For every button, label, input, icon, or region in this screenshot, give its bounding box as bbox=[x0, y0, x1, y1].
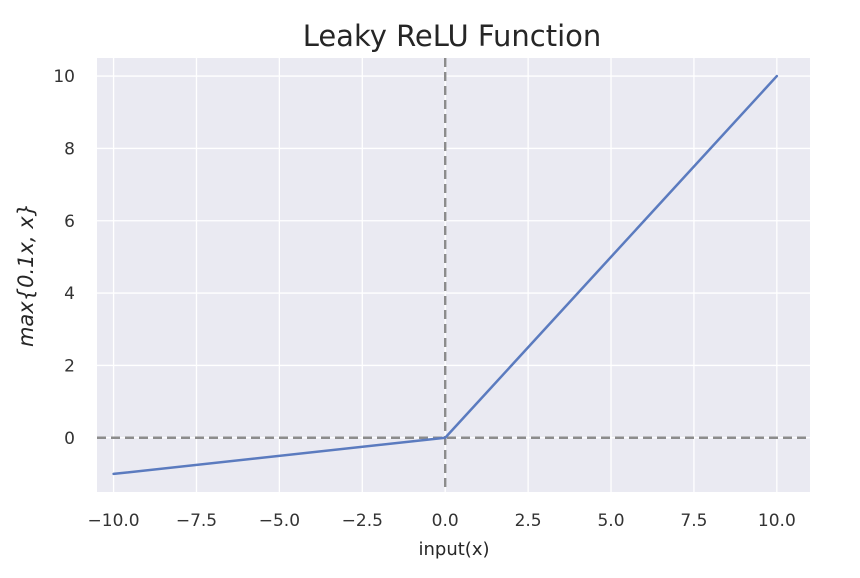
y-axis-label: max{0.1x, x} bbox=[14, 203, 38, 347]
x-tick-label: −2.5 bbox=[342, 511, 383, 531]
y-tick-label: 0 bbox=[64, 429, 75, 449]
x-tick-label: −10.0 bbox=[88, 511, 140, 531]
x-tick-label: −7.5 bbox=[176, 511, 217, 531]
y-tick-label: 2 bbox=[64, 356, 75, 376]
reference-lines bbox=[97, 58, 810, 492]
chart-title: Leaky ReLU Function bbox=[303, 19, 602, 53]
x-tick-label: 0.0 bbox=[432, 511, 459, 531]
x-tick-label: −5.0 bbox=[259, 511, 300, 531]
leaky-relu-line bbox=[112, 74, 779, 476]
y-tick-label: 4 bbox=[64, 284, 75, 304]
x-tick-label: 7.5 bbox=[680, 511, 707, 531]
x-axis-label: input(x) bbox=[419, 539, 490, 560]
y-tick-label: 10 bbox=[53, 67, 75, 87]
x-tick-label: 10.0 bbox=[758, 511, 796, 531]
y-tick-label: 6 bbox=[64, 212, 75, 232]
y-tick-labels: 0 2 4 6 8 10 bbox=[53, 67, 75, 449]
plot-area bbox=[97, 58, 810, 492]
x-tick-label: 5.0 bbox=[597, 511, 624, 531]
y-tick-label: 8 bbox=[64, 139, 75, 159]
x-tick-labels: −10.0 −7.5 −5.0 −2.5 0.0 2.5 5.0 7.5 10.0 bbox=[88, 511, 796, 531]
x-tick-label: 2.5 bbox=[515, 511, 542, 531]
series-layer bbox=[112, 74, 779, 476]
